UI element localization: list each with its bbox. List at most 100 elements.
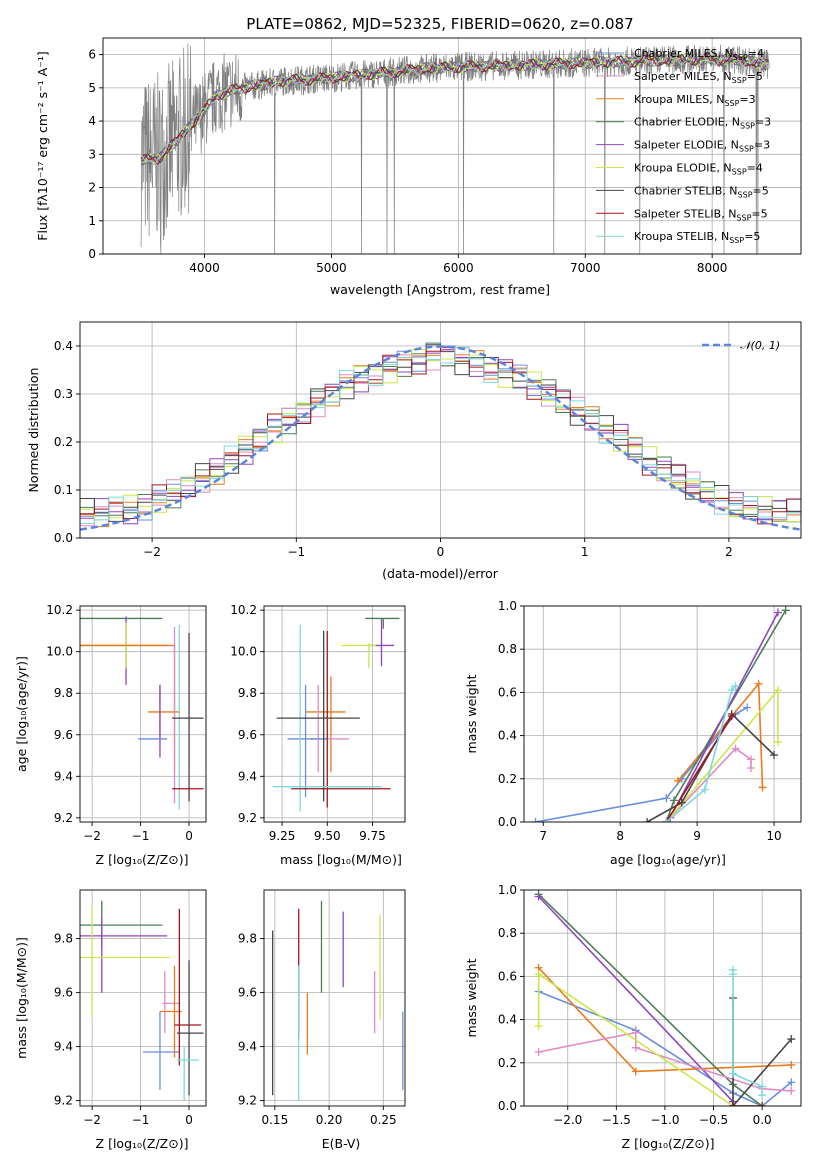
age-vs-Z-xlabel: Z [log₁₀(Z/Z⊙)] (96, 852, 189, 867)
spectrum-panel: 4000 5000 6000 7000 8000 0 1 2 3 4 5 6 Chabrier MILE… (88, 37, 802, 275)
legend-entry: Kroupa ELODIE, NSSP=4 (634, 162, 763, 177)
errorbar (80, 917, 168, 993)
mass-weight-line (538, 893, 763, 1106)
plot-area (531, 606, 790, 822)
legend-count: =5 (744, 230, 760, 243)
x-tick-label: −1 (132, 1113, 150, 1127)
mass-weight-marker (787, 1060, 796, 1069)
x-tick-label: 0.20 (316, 1113, 343, 1127)
y-tick-label: 9.6 (238, 728, 257, 742)
y-tick-label: 9.4 (54, 1040, 73, 1054)
y-tick-label: 9.8 (54, 686, 73, 700)
y-tick-label: 10.2 (230, 603, 257, 617)
legend-subscript: SSP (732, 76, 747, 85)
x-tick-label: 7 (539, 829, 547, 843)
y-tick-label: 0.8 (498, 642, 517, 656)
x-tick-label: 8000 (697, 261, 728, 275)
legend-entry: Kroupa MILES, NSSP=3 (634, 93, 756, 108)
axes-frame (523, 605, 802, 823)
plot-area (80, 900, 204, 1101)
x-tick-label: −2 (83, 1113, 101, 1127)
errorbar (80, 616, 168, 685)
grid-lines (80, 606, 206, 822)
legend-entry: Chabrier MILES, NSSP=4 (634, 47, 764, 62)
x-tick-label: −2 (83, 829, 101, 843)
spectrum-title: PLATE=0862, MJD=52325, FIBERID=0620, z=0… (246, 15, 633, 33)
y-tick-label: 0.0 (498, 815, 517, 829)
mass-weight-line (665, 612, 779, 822)
mass-weight-line (665, 747, 752, 822)
age-vs-Z-ylabel: age [log₁₀(age/yr)] (14, 656, 29, 772)
x-tick-label: 4000 (189, 261, 220, 275)
model-spectrum-line (140, 53, 769, 165)
y-tick-label: 6 (88, 48, 96, 62)
x-tick-label: 2 (725, 545, 733, 559)
y-tick-label: 9.8 (238, 932, 257, 946)
x-tick-label: 0 (437, 545, 445, 559)
age-vs-mass-xlabel: mass [log₁₀(M/M⊙)] (280, 852, 402, 867)
errorbar (176, 960, 204, 1096)
errorbar (365, 617, 400, 629)
residual-xlabel: (data-model)/error (382, 566, 499, 581)
errorbar (80, 900, 163, 950)
model-spectrum-line (141, 53, 769, 164)
errorbar (143, 1011, 180, 1090)
mass-weight-marker (728, 970, 737, 979)
residual-ylabel: Normed distribution (26, 368, 41, 493)
grid-lines (524, 889, 801, 1107)
legend-label: Chabrier ELODIE, N (634, 116, 740, 129)
y-tick-label: 0.0 (498, 1099, 517, 1113)
axes-frame (79, 889, 207, 1107)
legend-label: 𝒩(0, 1) (740, 339, 780, 352)
y-tick-label: 9.4 (54, 769, 73, 783)
y-tick-label: 0.0 (54, 531, 73, 545)
errorbar (305, 676, 346, 773)
y-tick-label: 0.1 (54, 483, 73, 497)
axes-frame (79, 605, 207, 823)
y-tick-label: 9.2 (54, 1094, 73, 1108)
y-tick-label: 9.6 (238, 986, 257, 1000)
legend-entry: Chabrier ELODIE, NSSP=3 (634, 116, 771, 131)
y-tick-label: 0.6 (498, 685, 517, 699)
mass-weight-marker (781, 606, 790, 615)
x-tick-label: −1.5 (602, 1113, 631, 1127)
mass-weight-marker (662, 818, 671, 822)
legend-count: =5 (751, 207, 767, 220)
x-tick-label: −1 (132, 829, 150, 843)
y-tick-label: 10.2 (46, 603, 73, 617)
grid-lines (264, 890, 405, 1106)
mass-weight-marker (631, 1028, 640, 1037)
legend-entry: Salpeter STELIB, NSSP=5 (634, 207, 768, 222)
legend-entry: Salpeter MILES, NSSP=5 (634, 70, 763, 85)
weight-vs-Z-xlabel: Z [log₁₀(Z/Z⊙)] (622, 1136, 715, 1151)
axes-frame (523, 889, 802, 1107)
mass-weight-line (538, 895, 734, 1103)
y-tick-label: 0.2 (498, 772, 517, 786)
legend-label: Kroupa ELODIE, N (634, 162, 732, 175)
model-spectrum-line (140, 53, 769, 166)
axes-frame (263, 889, 406, 1107)
weight-vs-Z-panel: −2.0 −1.5 −1.0 −0.5 0.0 0.0 0.2 0.4 0.6 0.8 1.0 (498, 883, 802, 1127)
mass-weight-marker (773, 738, 782, 747)
mass-weight-marker (746, 764, 755, 772)
axes-frame (263, 605, 406, 823)
mass-weight-marker (631, 1067, 640, 1076)
errorbar (309, 684, 349, 773)
x-tick-label: 8 (616, 829, 624, 843)
plot-area (534, 890, 796, 1106)
legend-count: =5 (747, 70, 763, 83)
mass-vs-Z-panel: −2 −1 0 9.2 9.4 9.6 9.8 (54, 889, 207, 1127)
mass-weight-marker (662, 794, 671, 803)
mass-weight-marker (770, 751, 779, 760)
y-tick-label: 9.2 (238, 1094, 257, 1108)
y-tick-label: 1 (88, 214, 96, 228)
mass-weight-marker (534, 970, 543, 979)
model-spectrum-line (140, 53, 769, 166)
grid-lines (80, 890, 206, 1106)
mass-weight-marker (754, 679, 763, 688)
spectrum-ylabel: Flux [fλ10⁻¹⁷ erg cm⁻² s⁻¹ A⁻¹] (35, 51, 50, 240)
legend-entry: Salpeter ELODIE, NSSP=3 (634, 139, 770, 154)
legend-subscript: SSP (724, 99, 739, 108)
x-tick-label: 9.50 (314, 829, 341, 843)
legend-label: Kroupa STELIB, N (634, 230, 729, 243)
